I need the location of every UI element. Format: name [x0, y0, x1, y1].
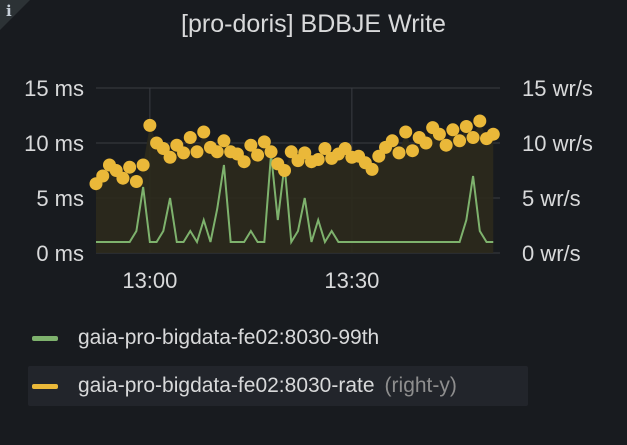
rate-point [392, 146, 406, 160]
rate-point [123, 160, 137, 174]
rate-point [473, 114, 487, 128]
rate-point [365, 162, 379, 176]
rate-point [298, 146, 312, 160]
rate-point [96, 169, 110, 183]
chart-canvas[interactable]: 0 ms 5 ms 10 ms 15 ms 0 wr/s 5 wr/s 10 wr/s 15… [0, 0, 627, 300]
rate-point [217, 134, 231, 148]
rate-point [318, 142, 332, 155]
legend-label-99th: gaia-pro-bigdata-fe02:8030-99th [78, 326, 380, 349]
rate-point [143, 118, 157, 132]
rate-point [486, 127, 500, 141]
legend-label-rate: gaia-pro-bigdata-fe02:8030-rate [78, 374, 375, 397]
rate-point [385, 134, 399, 148]
rate-point [244, 138, 258, 152]
rate-point [129, 175, 143, 188]
rate-point [257, 135, 271, 149]
rate-point [459, 120, 473, 133]
y-axis-right: 0 wr/s 5 wr/s 10 wr/s 15 wr/s [522, 76, 593, 266]
legend: gaia-pro-bigdata-fe02:8030-99th gaia-pro… [28, 318, 528, 414]
rate-point [405, 144, 419, 158]
rate-point [399, 125, 413, 139]
rate-point [264, 145, 278, 159]
y-left-tick-label: 0 ms [36, 241, 84, 266]
rate-point [251, 148, 265, 162]
rate-point [156, 142, 170, 155]
y-right-tick-label: 15 wr/s [522, 76, 593, 101]
y-right-tick-label: 0 wr/s [522, 241, 581, 266]
rate-point [372, 149, 386, 163]
legend-item-rate[interactable]: gaia-pro-bigdata-fe02:8030-rate (right-y… [28, 366, 528, 406]
y-right-tick-label: 5 wr/s [522, 186, 581, 211]
x-tick-label: 13:00 [122, 268, 177, 293]
y-left-tick-label: 15 ms [24, 76, 84, 101]
rate-point [116, 171, 130, 185]
rate-point [338, 142, 352, 155]
info-icon[interactable]: i [6, 2, 12, 20]
rate-point [284, 145, 298, 159]
rate-point [183, 131, 197, 144]
rate-point [432, 127, 446, 141]
rate-point [466, 131, 480, 144]
rate-point [177, 146, 191, 160]
rate-point [237, 155, 251, 169]
series-99th-line [96, 153, 494, 246]
rate-point [439, 138, 453, 152]
rate-point [136, 158, 150, 172]
series-points-layer [89, 114, 500, 191]
panel-info-corner[interactable] [0, 0, 30, 30]
legend-swatch-rate [32, 383, 58, 389]
panel-title[interactable]: [pro-doris] BDBJE Write [181, 10, 446, 38]
rate-point [210, 145, 224, 159]
rate-point [190, 145, 204, 159]
y-left-tick-label: 5 ms [36, 186, 84, 211]
rate-point [446, 123, 460, 137]
rate-point [419, 136, 433, 150]
legend-item-99th[interactable]: gaia-pro-bigdata-fe02:8030-99th [28, 318, 528, 358]
legend-swatch-99th [32, 335, 58, 341]
y-right-tick-label: 10 wr/s [522, 131, 593, 156]
rate-point [163, 150, 177, 164]
rate-point [453, 134, 467, 148]
y-left-tick-label: 10 ms [24, 131, 84, 156]
rate-point [197, 125, 211, 139]
x-tick-label: 13:30 [324, 268, 379, 293]
rate-point [278, 164, 292, 177]
series-line-layer [96, 153, 494, 246]
x-axis: 13:00 13:30 [122, 268, 379, 293]
y-axis-left: 0 ms 5 ms 10 ms 15 ms [24, 76, 84, 266]
legend-suffix-rate: (right-y) [384, 374, 457, 397]
rate-point [311, 153, 325, 166]
